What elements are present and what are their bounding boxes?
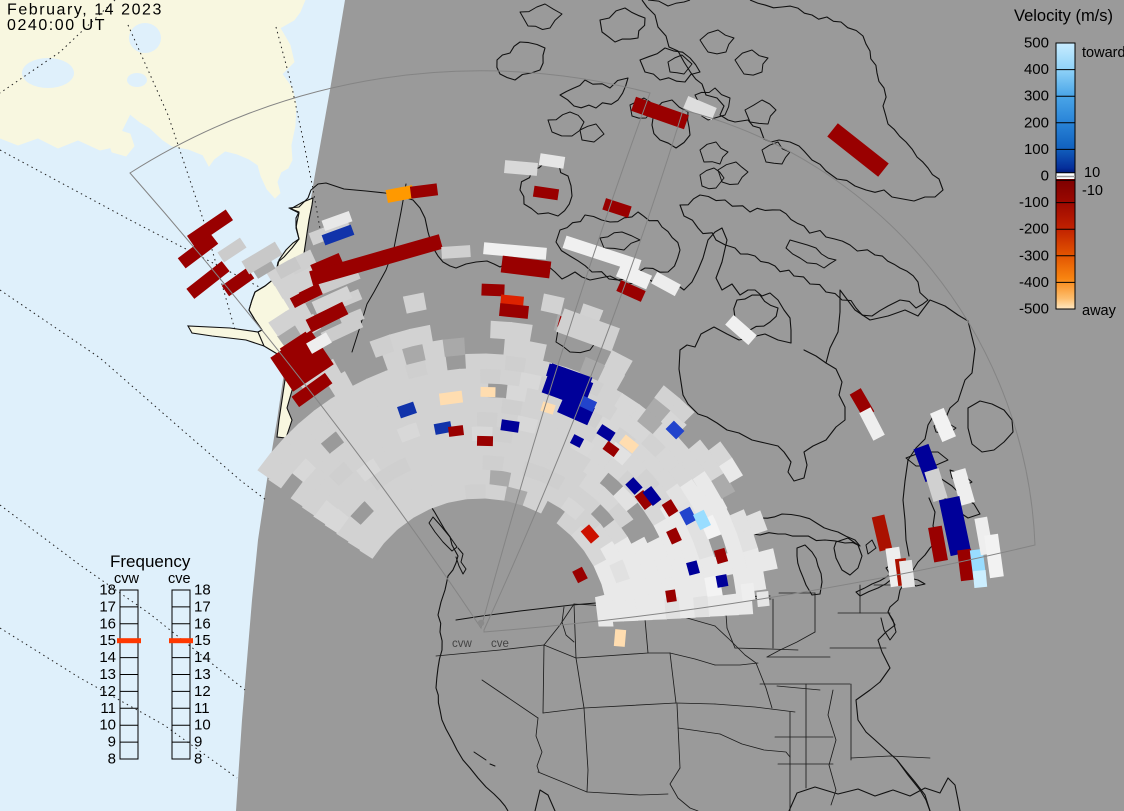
svg-text:11: 11 — [100, 700, 116, 717]
svg-text:February, 14 2023: February, 14 2023 — [7, 2, 163, 19]
svg-text:cvw: cvw — [114, 571, 140, 587]
svg-text:400: 400 — [1024, 61, 1049, 78]
svg-text:-300: -300 — [1019, 247, 1049, 264]
svg-text:-10: -10 — [1082, 183, 1103, 199]
svg-text:15: 15 — [194, 632, 211, 649]
svg-text:cvw: cvw — [452, 638, 473, 650]
svg-text:300: 300 — [1024, 88, 1049, 105]
svg-text:500: 500 — [1024, 35, 1049, 52]
svg-text:12: 12 — [194, 683, 211, 700]
svg-text:0240:00 UT: 0240:00 UT — [7, 17, 106, 34]
svg-text:8: 8 — [194, 751, 202, 768]
svg-text:200: 200 — [1024, 114, 1049, 131]
svg-text:Frequency: Frequency — [110, 552, 191, 571]
svg-text:10: 10 — [99, 717, 116, 734]
svg-text:Velocity (m/s): Velocity (m/s) — [1014, 7, 1113, 25]
svg-text:toward: toward — [1082, 45, 1124, 61]
svg-text:0: 0 — [1041, 168, 1049, 185]
svg-text:15: 15 — [99, 632, 116, 649]
svg-text:-100: -100 — [1019, 194, 1049, 211]
svg-text:11: 11 — [194, 700, 210, 717]
svg-text:-500: -500 — [1019, 301, 1049, 318]
svg-text:14: 14 — [99, 649, 116, 666]
svg-text:18: 18 — [99, 582, 116, 599]
svg-text:12: 12 — [99, 683, 116, 700]
svg-text:17: 17 — [99, 598, 116, 615]
svg-text:cve: cve — [168, 571, 191, 587]
svg-text:9: 9 — [108, 734, 116, 751]
svg-text:16: 16 — [99, 615, 116, 632]
svg-text:9: 9 — [194, 734, 202, 751]
svg-text:-400: -400 — [1019, 274, 1049, 291]
svg-text:10: 10 — [1084, 165, 1100, 181]
svg-text:14: 14 — [194, 649, 211, 666]
svg-text:13: 13 — [99, 666, 116, 683]
svg-text:17: 17 — [194, 598, 211, 615]
svg-text:18: 18 — [194, 582, 211, 599]
svg-text:8: 8 — [108, 751, 116, 768]
svg-text:cve: cve — [491, 638, 509, 650]
svg-text:-200: -200 — [1019, 221, 1049, 238]
svg-text:away: away — [1082, 303, 1117, 319]
svg-text:100: 100 — [1024, 141, 1049, 158]
svg-text:16: 16 — [194, 615, 211, 632]
svg-text:10: 10 — [194, 717, 211, 734]
svg-text:13: 13 — [194, 666, 211, 683]
